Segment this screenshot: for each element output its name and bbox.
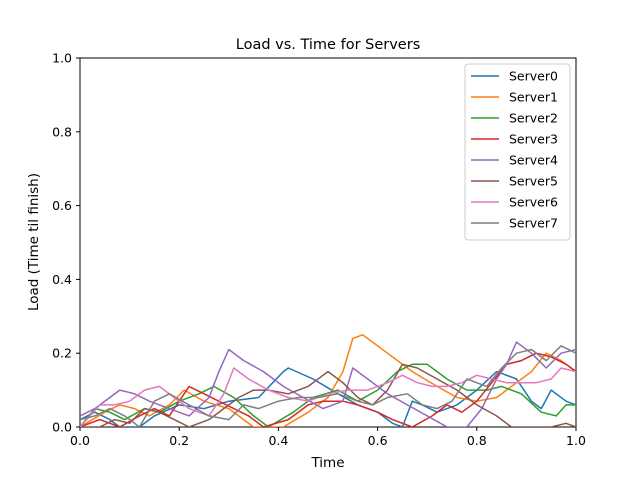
legend-label-server6: Server6 [509, 195, 558, 210]
series-line-server4 [80, 341, 576, 427]
series-line-server7 [80, 345, 576, 427]
y-tick-label: 0.0 [52, 420, 72, 435]
y-tick-label: 0.8 [52, 124, 72, 139]
y-tick-label: 1.0 [52, 51, 72, 66]
y-tick-label: 0.4 [52, 272, 72, 287]
series-line-server1 [80, 334, 576, 427]
legend-label-server7: Server7 [509, 216, 558, 231]
legend-label-server4: Server4 [509, 153, 558, 168]
x-tick-label: 0.6 [368, 433, 388, 448]
x-tick-label: 0.8 [467, 433, 487, 448]
y-tick-label: 0.6 [52, 198, 72, 213]
x-tick-label: 1.0 [566, 433, 586, 448]
legend-label-server0: Server0 [509, 69, 558, 84]
x-tick-label: 0.2 [169, 433, 189, 448]
legend: Server0 Server1 Server2 Server3 Server4 Serve… [464, 63, 571, 241]
legend-label-server3: Server3 [509, 132, 558, 147]
legend-label-server1: Server1 [509, 90, 558, 105]
plot-frame [79, 57, 577, 428]
plot-lines [80, 334, 576, 427]
x-tick-label: 0.4 [268, 433, 288, 448]
legend-label-server2: Server2 [509, 111, 558, 126]
legend-box [464, 63, 571, 241]
series-line-server5 [80, 363, 576, 427]
axes: 0.0 0.2 0.4 0.6 0.8 1.0 0.0 0.2 0.4 0.6 0.8 1.0 [52, 51, 586, 449]
series-line-server6 [80, 367, 576, 427]
x-axis-label: Time [310, 455, 344, 471]
legend-label-server5: Server5 [509, 174, 558, 189]
chart-title: Load vs. Time for Servers [236, 37, 421, 53]
y-axis-label: Load (Time til finish) [26, 173, 42, 311]
y-tick-label: 0.2 [52, 346, 72, 361]
x-tick-label: 0.0 [70, 433, 90, 448]
